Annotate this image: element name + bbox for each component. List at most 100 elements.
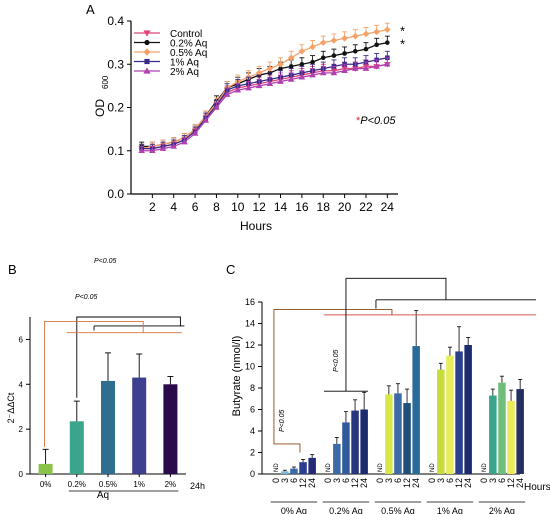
- point-2-aq: [287, 76, 295, 82]
- panel-c-hour-tick-label: 0: [427, 478, 437, 483]
- panel-c-hour-tick-label: 12: [350, 478, 360, 488]
- legend-label-0-2-aq: 0.2% Aq: [170, 39, 207, 50]
- bar: [281, 471, 289, 474]
- point-0-5-aq: [373, 28, 380, 36]
- panel-c-group-label: 0.5% Aq: [381, 506, 415, 514]
- panel-c-y-tick-label: 4: [250, 426, 255, 436]
- bar: [394, 393, 402, 474]
- panel-b-label: B: [8, 262, 17, 277]
- panel-c-hour-tick-label: 12: [506, 478, 516, 488]
- panel-a-ylabel-main: OD: [93, 99, 107, 117]
- panel-b-ylabel: 2⁻ΔΔCt: [6, 392, 16, 423]
- panel-c-y-tick-label: 0: [250, 469, 255, 479]
- panel-a-y-tick-label: 0.3: [107, 57, 124, 71]
- panel-c-group-label: 0.2% Aq: [329, 506, 363, 514]
- panel-c-y-tick-label: 14: [245, 319, 255, 329]
- panel-c-xlabel-right: Hours: [524, 482, 550, 493]
- panel-c-group-label: 2% Aq: [489, 506, 515, 514]
- panel-c-group-label: 0% Aq: [281, 506, 307, 514]
- bar: [437, 369, 445, 474]
- panel-c-hour-tick-label: 24: [411, 478, 421, 488]
- legend-label-0-5-aq: 0.5% Aq: [170, 48, 207, 59]
- bar: [342, 422, 350, 474]
- point-0-2-aq: [288, 64, 294, 69]
- panel-b-xlabel: Aq: [97, 490, 109, 501]
- point-2-aq: [202, 117, 210, 123]
- bar: [489, 395, 497, 474]
- point-2-aq: [255, 82, 263, 89]
- point-0-5-aq: [309, 43, 316, 51]
- panel-c-hour-tick-label: 24: [515, 478, 525, 488]
- panel-c-hour-tick-label: 0: [479, 478, 489, 483]
- bar: [498, 382, 506, 474]
- panel-c-hour-tick-label: 6: [393, 478, 403, 483]
- panel-b-time-label: 24h: [190, 481, 205, 491]
- point-0-2-aq: [320, 55, 326, 61]
- bar: [299, 462, 307, 474]
- point-2-aq: [373, 63, 380, 69]
- panel-a-ylabel-sub: 600: [101, 75, 110, 89]
- panel-b-sig-bracket-orange: [44, 321, 182, 448]
- panel-c-hour-tick-label: 3: [332, 478, 342, 483]
- panel-c-hour-tick-label: 24: [307, 478, 317, 488]
- panel-c-hour-tick-label: 3: [488, 478, 498, 483]
- panel-a-x-tick-label: 10: [231, 200, 245, 214]
- panel-b-x-tick-label: 0%: [40, 480, 52, 489]
- panel-c-y-tick-label: 16: [245, 297, 255, 307]
- bar: [38, 463, 53, 474]
- point-0-2-aq: [363, 46, 369, 52]
- point-2-aq: [309, 71, 316, 78]
- point-0-5-aq: [277, 60, 284, 68]
- point-2-aq: [234, 86, 242, 93]
- panel-a-x-tick-label: 4: [170, 200, 177, 214]
- legend-marker-1-aq: [144, 58, 150, 65]
- bar: [101, 380, 115, 474]
- legend-marker-0-5-aq: [143, 48, 151, 56]
- panel-c-y-tick-label: 6: [250, 405, 255, 415]
- panel-c-y-tick-label: 2: [250, 448, 255, 458]
- panel-b-x-tick-label: 2%: [165, 480, 177, 489]
- panel-a-x-tick-label: 12: [252, 200, 266, 214]
- panel-b-sig-orange: P<0.05: [75, 294, 97, 301]
- panel-c-sig-bracket-black-sub: [375, 299, 536, 309]
- panel-b-x-tick-label: 0.5%: [99, 480, 117, 489]
- panel-a-ylabel: OD 600: [93, 75, 110, 117]
- bar: [132, 377, 147, 474]
- panel-a-x-tick-label: 2: [149, 200, 156, 214]
- point-0-5-aq: [266, 65, 274, 72]
- panel-b-y-tick-label: 2: [19, 425, 24, 434]
- panel-a-x-tick-label: 16: [295, 200, 309, 214]
- legend-marker-2-aq: [143, 67, 151, 74]
- point-0-5-aq: [362, 30, 370, 38]
- point-2-aq: [191, 130, 199, 136]
- bar: [290, 468, 298, 474]
- panel-b-y-tick-label: 4: [19, 380, 24, 389]
- bar: [385, 394, 393, 474]
- legend-marker-0-2-aq: [144, 39, 150, 46]
- point-0-2-aq: [299, 61, 305, 67]
- point-0-2-aq: [352, 48, 358, 54]
- panel-c-hour-tick-label: 12: [402, 478, 412, 488]
- point-0-5-aq: [341, 35, 348, 42]
- point-2-aq: [266, 80, 274, 87]
- panel-c-hour-tick-label: 12: [298, 478, 308, 488]
- panel-c-hour-tick-label: 24: [463, 478, 473, 488]
- bar: [333, 443, 341, 474]
- point-2-aq: [330, 69, 338, 76]
- panel-a-y-tick-label: 0.1: [107, 144, 124, 158]
- panel-b-x-tick-label: 0.2%: [68, 480, 86, 489]
- panel-c-hour-tick-label: 6: [289, 478, 299, 483]
- point-2-aq: [298, 73, 306, 80]
- nd-label: ND: [326, 463, 332, 472]
- panel-c-y-tick-label: 10: [245, 362, 255, 372]
- panel-c-sig-bracket-black: [323, 278, 368, 392]
- panel-a-xlabel: Hours: [240, 219, 272, 233]
- point-2-aq: [351, 65, 359, 71]
- point-0-2-aq: [374, 42, 379, 48]
- bar: [360, 409, 368, 474]
- panel-c-hour-tick-label: 6: [497, 478, 507, 483]
- chart-marks: 0.00.10.20.30.42 4 6 8 10 12 14 16 18 20 22 24**Con…: [19, 14, 536, 514]
- point-0-5-aq: [330, 37, 338, 44]
- panel-c-group-label: 1% Aq: [437, 506, 463, 514]
